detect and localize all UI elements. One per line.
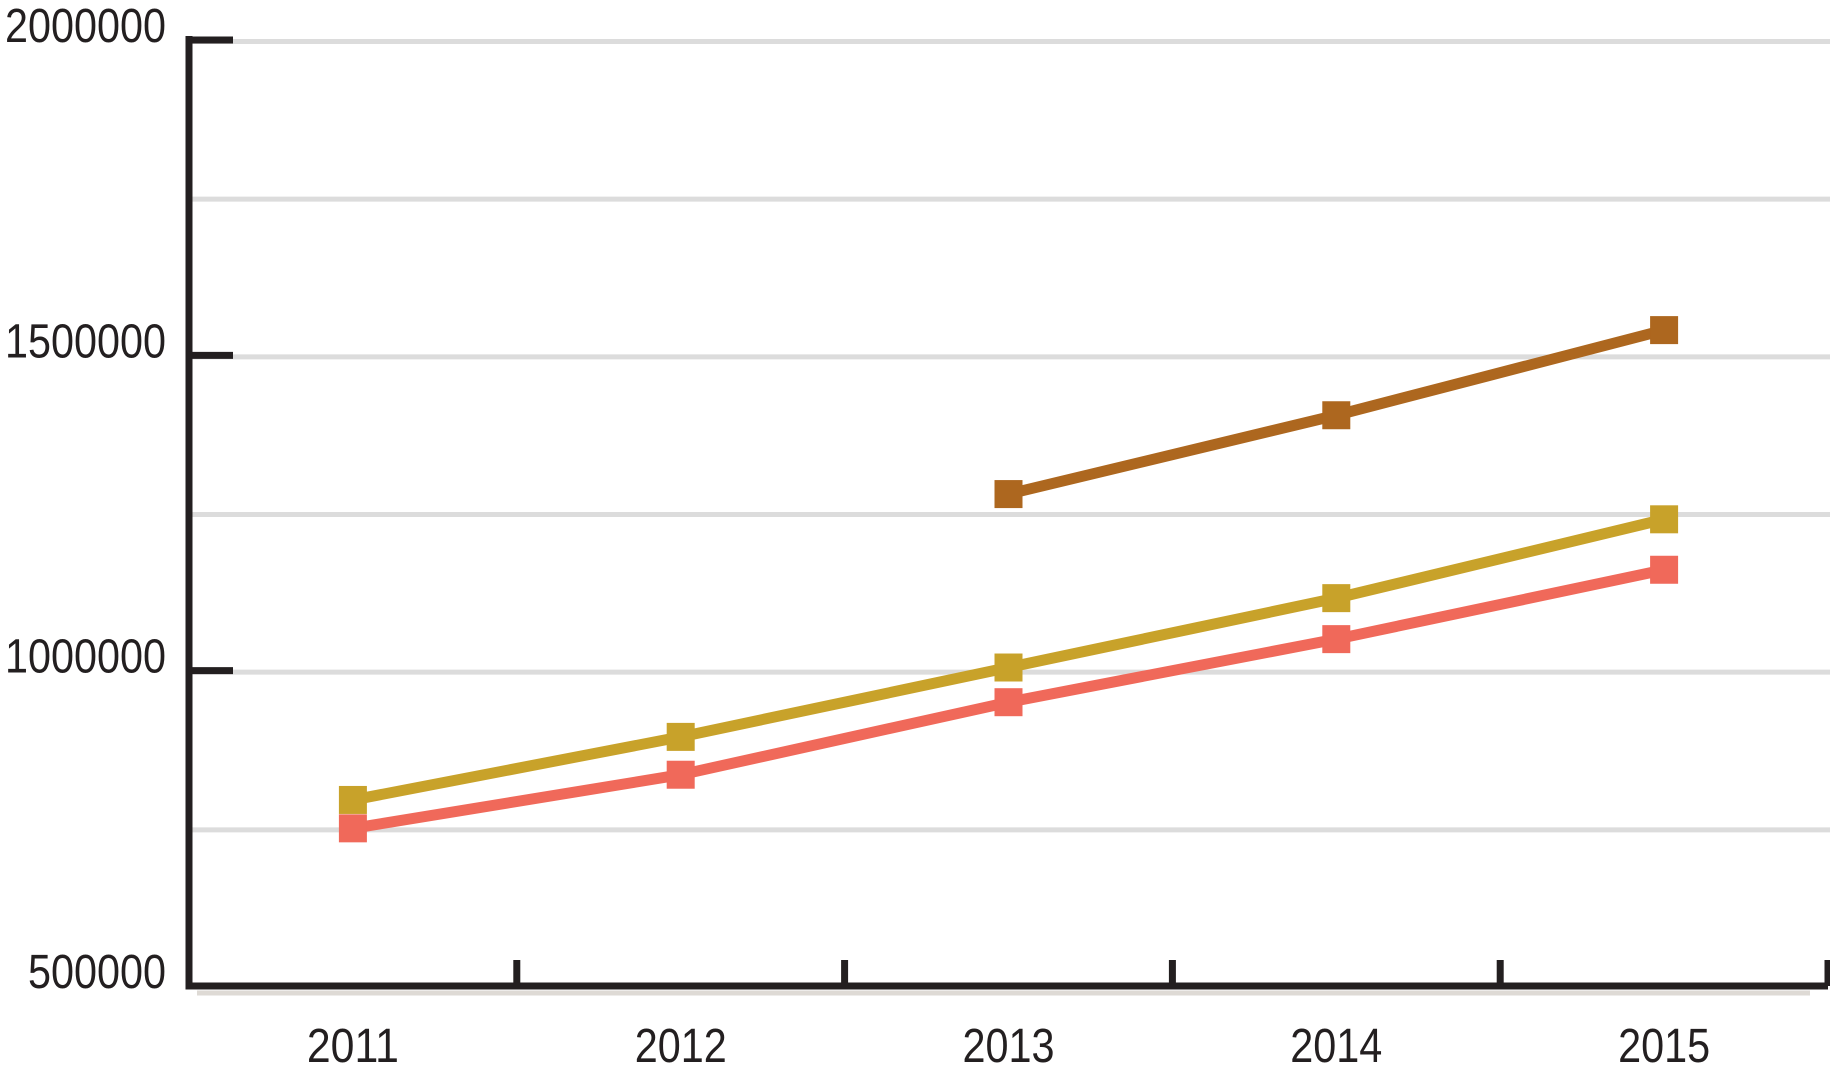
series-red-group <box>338 555 1679 843</box>
x-axis-label: 2014 <box>1290 1020 1382 1073</box>
series-red-marker <box>666 760 695 789</box>
series-red-marker <box>994 688 1023 717</box>
x-axis-label: 2015 <box>1618 1020 1710 1073</box>
axes-group <box>185 36 1830 990</box>
series-gold-marker <box>666 722 695 751</box>
x-axis-label: 2011 <box>307 1020 399 1073</box>
series-red-marker <box>1650 555 1679 584</box>
series-brown-marker <box>1322 401 1351 430</box>
series-gold-marker <box>1650 505 1679 534</box>
series-group <box>338 316 1679 843</box>
series-red-marker <box>338 814 367 843</box>
series-brown-group <box>994 316 1679 509</box>
series-gold-marker <box>994 653 1023 682</box>
series-brown-marker <box>1650 316 1679 345</box>
y-axis-label: 2000000 <box>5 0 166 53</box>
series-brown-marker <box>994 480 1023 509</box>
x-axis-label: 2012 <box>635 1020 727 1073</box>
x-axis-labels: 2011 2012 2013 2014 2015 <box>307 1020 1710 1073</box>
series-gold-marker <box>1322 584 1351 613</box>
y-axis-label: 500000 <box>28 946 166 999</box>
y-axis-label: 1500000 <box>5 315 166 368</box>
y-axis-labels: 2000000 1500000 1000000 500000 <box>5 0 166 999</box>
y-axis-label: 1000000 <box>5 631 166 684</box>
x-axis-label: 2013 <box>963 1020 1055 1073</box>
series-gold-marker <box>338 785 367 814</box>
series-red-marker <box>1322 625 1351 654</box>
series-gold-group <box>338 505 1679 814</box>
